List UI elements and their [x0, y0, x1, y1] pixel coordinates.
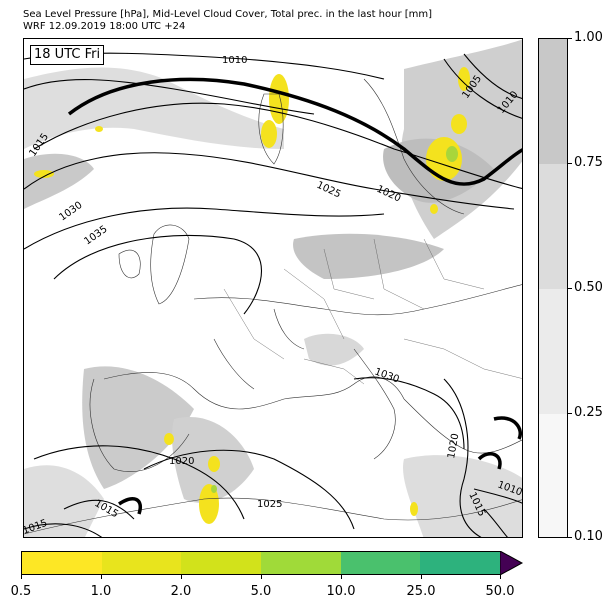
cloud-colorbar-tickmark — [568, 288, 572, 289]
cloud-colorbar-tick-label: 0.25 — [574, 405, 603, 420]
chart-subtitle: WRF 12.09.2019 18:00 UTC +24 — [23, 21, 186, 32]
precip-colorbar-segment — [420, 552, 501, 574]
precip-colorbar-tick-label: 5.0 — [250, 584, 272, 599]
precip-colorbar-segment — [101, 552, 182, 574]
cloud-colorbar-segment — [539, 164, 567, 289]
precip-extend-triangle — [500, 551, 524, 575]
precip-colorbar-tick-label: 50.0 — [485, 584, 515, 599]
precip-colorbar-tickmark — [500, 575, 501, 579]
precip-colorbar-tick-label: 1.0 — [90, 584, 112, 599]
precip-colorbar-segment — [22, 552, 102, 574]
precip-colorbar-tickmark — [421, 575, 422, 579]
border-layer — [223, 238, 522, 385]
cloud-cover-layer — [24, 39, 522, 537]
precip-colorbar-tick-label: 25.0 — [406, 584, 436, 599]
precip-colorbar-segment — [261, 552, 341, 574]
precipitation-colorbar — [21, 551, 501, 575]
weather-map: 1010 1005 1010 1015 1030 1035 1025 1020 … — [23, 38, 523, 538]
precip-colorbar-tickmark — [341, 575, 342, 579]
precip-colorbar-tickmark — [181, 575, 182, 579]
precip-colorbar-tickmark — [261, 575, 262, 579]
time-label: 18 UTC Fri — [30, 45, 105, 65]
precip-colorbar-tickmark — [21, 575, 22, 579]
isobar-label: 1035 — [82, 224, 109, 248]
cloud-colorbar-tickmark — [568, 38, 572, 39]
isobar-label: 1010 — [222, 55, 247, 66]
precip-colorbar-tick-label: 0.5 — [10, 584, 32, 599]
isobar-label: 1030 — [57, 200, 84, 224]
cloud-colorbar-tick-label: 1.00 — [574, 30, 603, 45]
precip-colorbar-tickmark — [101, 575, 102, 579]
cloud-cover-colorbar — [538, 38, 568, 538]
map-canvas: 1010 1005 1010 1015 1030 1035 1025 1020 … — [24, 39, 522, 537]
isobar-label: 1020 — [446, 433, 461, 460]
precip-colorbar-tick-label: 10.0 — [326, 584, 356, 599]
precipitation-heavy-layer — [211, 146, 458, 493]
precip-colorbar-tick-label: 2.0 — [170, 584, 192, 599]
cloud-colorbar-tick-label: 0.75 — [574, 155, 603, 170]
isobar-label: 1025 — [257, 499, 282, 510]
precip-colorbar-segment — [340, 552, 421, 574]
precip-colorbar-extend-arrow — [500, 551, 524, 575]
cloud-colorbar-tickmark — [568, 163, 572, 164]
isobar-label: 1030 — [373, 366, 401, 385]
cloud-colorbar-tickmark — [568, 537, 572, 538]
cloud-colorbar-tick-label: 0.50 — [574, 280, 603, 295]
cloud-colorbar-segment — [539, 39, 567, 164]
precip-colorbar-segment — [181, 552, 262, 574]
cloud-colorbar-segment — [539, 414, 567, 537]
isobar-label: 1025 — [315, 180, 343, 201]
cloud-colorbar-tick-label: 0.10 — [574, 529, 603, 544]
isobar-label: 1020 — [169, 456, 194, 467]
cloud-colorbar-tickmark — [568, 413, 572, 414]
thick-isobar-layer — [67, 77, 522, 515]
cloud-colorbar-segment — [539, 289, 567, 414]
chart-title: Sea Level Pressure [hPa], Mid-Level Clou… — [23, 9, 433, 20]
